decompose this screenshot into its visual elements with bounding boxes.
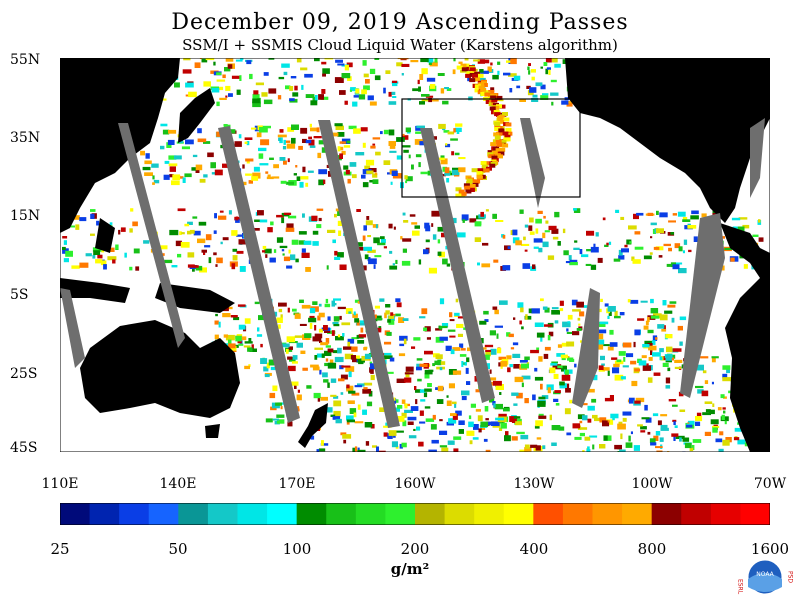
colorbar-swatch: [267, 503, 298, 525]
colorbar-swatch: [148, 503, 179, 525]
lat-label: 55N: [10, 52, 41, 68]
colorbar-tick: 800: [637, 540, 667, 558]
colorbar-tick: 400: [519, 540, 549, 558]
logo-right-text: PSD: [787, 571, 794, 583]
colorbar-swatch: [710, 503, 741, 525]
colorbar-swatch: [622, 503, 653, 525]
logo-center-text: NOAA: [756, 571, 774, 578]
map-title: December 09, 2019 Ascending Passes: [171, 10, 629, 35]
colorbar-swatch: [119, 503, 150, 525]
units-label: g/m²: [390, 560, 430, 578]
colorbar-swatch: [385, 503, 416, 525]
colorbar-tick: 25: [50, 540, 70, 558]
colorbar-tick: 1600: [750, 540, 790, 558]
lat-label: 25S: [10, 366, 38, 382]
colorbar-tick: 50: [168, 540, 188, 558]
lon-label: 110E: [41, 476, 79, 492]
colorbar-swatch: [533, 503, 564, 525]
lon-label: 160W: [394, 476, 436, 492]
cloud-field: [62, 58, 768, 452]
lon-label: 100W: [631, 476, 673, 492]
colorbar-tick: 200: [400, 540, 430, 558]
colorbar-tick: 100: [282, 540, 312, 558]
colorbar-swatch: [503, 503, 534, 525]
region-box: [401, 98, 581, 198]
lat-label: 5S: [10, 287, 29, 303]
cloud-water-map: [60, 58, 770, 452]
colorbar-swatch: [207, 503, 238, 525]
lon-label: 130W: [513, 476, 555, 492]
colorbar: [60, 503, 770, 525]
colorbar-swatch: [237, 503, 268, 525]
logo-left-text: ESRL: [737, 579, 744, 595]
colorbar-swatch: [415, 503, 446, 525]
colorbar-swatch: [651, 503, 682, 525]
lat-label: 35N: [10, 130, 41, 146]
colorbar-swatch: [444, 503, 475, 525]
colorbar-swatch: [474, 503, 505, 525]
colorbar-swatch: [178, 503, 209, 525]
map-subtitle: SSM/I + SSMIS Cloud Liquid Water (Karste…: [182, 36, 618, 54]
colorbar-swatch: [296, 503, 327, 525]
colorbar-swatch: [326, 503, 357, 525]
lat-label: 45S: [10, 440, 38, 456]
colorbar-swatch: [562, 503, 593, 525]
colorbar-swatch: [355, 503, 386, 525]
colorbar-swatch: [740, 503, 770, 525]
colorbar-swatch: [89, 503, 120, 525]
colorbar-swatch: [681, 503, 712, 525]
lon-label: 140E: [159, 476, 197, 492]
colorbar-swatch: [592, 503, 623, 525]
colorbar-swatch: [60, 503, 91, 525]
noaa-logo: NOAA ESRL PSD: [737, 559, 794, 595]
lon-label: 70W: [753, 476, 787, 492]
lat-label: 15N: [10, 208, 41, 224]
land-masses: [60, 58, 770, 452]
lon-label: 170E: [278, 476, 316, 492]
